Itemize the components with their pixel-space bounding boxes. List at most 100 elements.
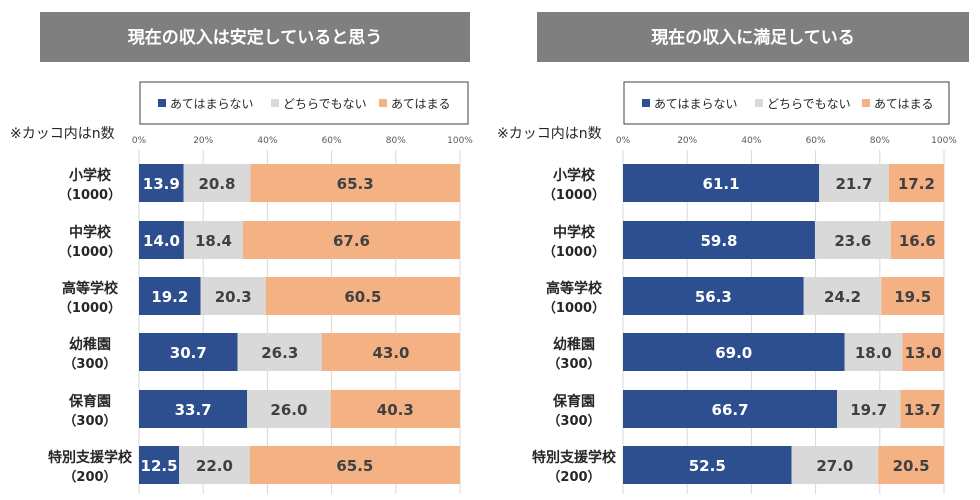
data-label-neutral: 23.6 — [834, 232, 871, 250]
legend-swatch-neutral — [755, 99, 763, 107]
bar-segment-neutral — [183, 164, 251, 202]
bar-segment-apply — [330, 390, 460, 428]
x-tick-label: 80% — [870, 136, 890, 146]
data-label-neutral: 27.0 — [816, 457, 853, 475]
category-n-label: （1000） — [59, 187, 121, 203]
category-label: 特別支援学校 — [532, 449, 617, 466]
bar-segment-neutral — [814, 221, 891, 259]
bar-segment-not-apply — [139, 164, 184, 202]
data-label-apply: 13.0 — [905, 344, 942, 362]
category-n-label: （1000） — [543, 187, 605, 203]
category-label: 中学校 — [553, 224, 596, 241]
chart-title-banner — [40, 12, 470, 62]
bar-segment-neutral — [179, 446, 250, 484]
bar-segment-apply — [902, 333, 944, 371]
sample-size-note: ※カッコ内はn数 — [10, 126, 115, 142]
data-label-apply: 67.6 — [333, 232, 370, 250]
x-tick-label: 0% — [132, 136, 147, 146]
category-label: 中学校 — [69, 224, 112, 241]
data-label-neutral: 26.0 — [270, 401, 307, 419]
legend-label-apply: あてはまる — [874, 97, 934, 111]
category-n-label: （1000） — [543, 244, 605, 260]
bar-segment-apply — [249, 446, 460, 484]
x-tick-label: 60% — [322, 136, 342, 146]
x-tick-label: 40% — [257, 136, 277, 146]
legend-swatch-not-apply — [158, 99, 166, 107]
data-label-neutral: 21.7 — [835, 175, 872, 193]
category-label: 幼稚園 — [69, 336, 111, 353]
legend-swatch-apply — [379, 99, 387, 107]
category-n-label: （300） — [63, 356, 116, 372]
category-n-label: （300） — [547, 413, 600, 429]
x-tick-label: 100% — [931, 136, 957, 146]
category-n-label: （1000） — [59, 300, 121, 316]
bar-segment-apply — [265, 277, 460, 315]
bar-segment-not-apply — [139, 221, 184, 259]
legend-swatch-apply — [862, 99, 870, 107]
data-label-neutral: 20.8 — [198, 175, 235, 193]
bar-segment-neutral — [844, 333, 903, 371]
bar-segment-apply — [900, 390, 945, 428]
x-tick-label: 100% — [447, 136, 473, 146]
category-label: 幼稚園 — [553, 336, 595, 353]
bar-segment-neutral — [837, 390, 901, 428]
bar-segment-not-apply — [623, 446, 792, 484]
bar-segment-apply — [888, 164, 944, 202]
sample-size-note: ※カッコ内はn数 — [497, 126, 602, 142]
data-label-apply: 40.3 — [377, 401, 414, 419]
chart-title-banner — [537, 12, 969, 62]
data-label-neutral: 20.3 — [215, 288, 252, 306]
legend-label-not-apply: あてはまらない — [170, 97, 254, 111]
legend-swatch-neutral — [271, 99, 279, 107]
bar-segment-not-apply — [139, 333, 238, 371]
x-tick-label: 60% — [806, 136, 826, 146]
legend-box — [623, 81, 950, 125]
bar-segment-apply — [878, 446, 944, 484]
category-n-label: （300） — [547, 356, 600, 372]
bar-segment-not-apply — [139, 446, 180, 484]
x-tick-label: 20% — [677, 136, 697, 146]
data-label-not-apply: 13.9 — [143, 175, 180, 193]
x-tick-label: 80% — [386, 136, 406, 146]
category-label: 保育園 — [552, 393, 595, 410]
bar-segment-not-apply — [139, 277, 201, 315]
category-label: 保育園 — [68, 393, 111, 410]
data-label-apply: 19.5 — [894, 288, 931, 306]
data-label-not-apply: 14.0 — [143, 232, 180, 250]
category-n-label: （1000） — [543, 300, 605, 316]
data-label-not-apply: 59.8 — [700, 232, 737, 250]
bar-segment-neutral — [791, 446, 879, 484]
bar-segment-apply — [890, 221, 944, 259]
data-label-not-apply: 61.1 — [703, 175, 740, 193]
bar-segment-apply — [321, 333, 460, 371]
category-n-label: （1000） — [59, 244, 121, 260]
data-label-not-apply: 30.7 — [170, 344, 207, 362]
data-label-apply: 20.5 — [893, 457, 930, 475]
bar-segment-neutral — [803, 277, 882, 315]
chart-title: 現在の収入に満足している — [651, 27, 855, 48]
legend-swatch-not-apply — [642, 99, 650, 107]
bar-segment-not-apply — [623, 221, 815, 259]
bar-segment-neutral — [237, 333, 322, 371]
data-label-apply: 13.7 — [904, 401, 941, 419]
data-label-not-apply: 33.7 — [175, 401, 212, 419]
data-label-not-apply: 69.0 — [715, 344, 752, 362]
bar-segment-apply — [250, 164, 460, 202]
data-label-apply: 16.6 — [899, 232, 936, 250]
bar-segment-neutral — [819, 164, 889, 202]
data-label-apply: 65.3 — [337, 175, 374, 193]
category-label: 小学校 — [69, 167, 112, 184]
legend-label-apply: あてはまる — [391, 97, 451, 111]
bar-segment-not-apply — [623, 333, 845, 371]
bar-segment-neutral — [200, 277, 266, 315]
data-label-not-apply: 19.2 — [151, 288, 188, 306]
x-tick-label: 0% — [616, 136, 631, 146]
data-label-not-apply: 56.3 — [695, 288, 732, 306]
bar-segment-not-apply — [623, 277, 804, 315]
data-label-not-apply: 66.7 — [712, 401, 749, 419]
bar-segment-apply — [243, 221, 460, 259]
category-n-label: （300） — [63, 413, 116, 429]
category-label: 高等学校 — [62, 280, 119, 297]
